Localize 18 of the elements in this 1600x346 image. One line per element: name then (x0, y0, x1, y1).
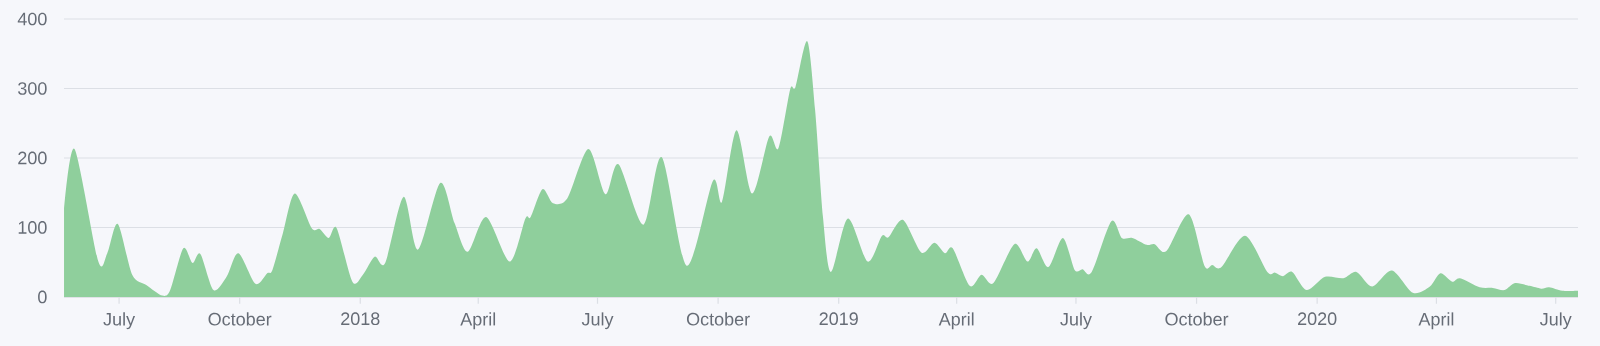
y-tick-label: 200 (18, 151, 47, 165)
x-tick-label: October (208, 312, 272, 326)
x-tick-label: July (1539, 312, 1572, 330)
x-tick-label: 2018 (341, 312, 380, 326)
x-tick-label: April (460, 312, 496, 330)
x-tick-label: 2020 (1298, 312, 1337, 326)
x-tick-label: October (1165, 312, 1229, 326)
x-tick-label: April (1418, 312, 1454, 330)
x-tick-label: October (686, 312, 750, 326)
x-tick-label: July (103, 312, 136, 330)
y-tick-label: 400 (17, 12, 47, 26)
x-tick-label: July (1060, 312, 1092, 330)
x-tick-label: 2019 (819, 312, 858, 326)
x-tick-label: April (938, 312, 974, 330)
y-tick-label: 100 (18, 221, 47, 234)
y-tick-label: 0 (38, 290, 47, 304)
y-tick-label: 300 (18, 82, 47, 95)
x-tick-label: July (581, 312, 614, 330)
